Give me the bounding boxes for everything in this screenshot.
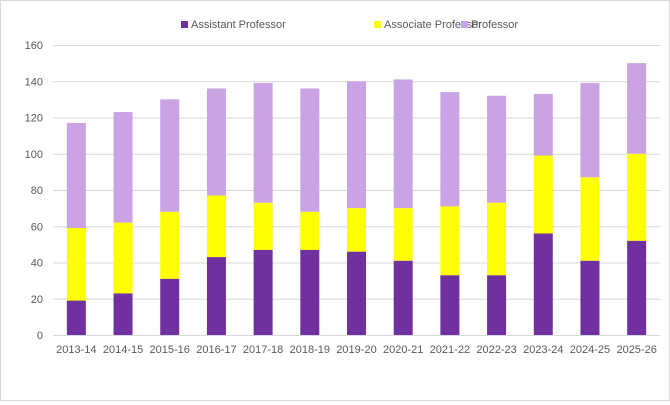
bar-segment-associate-professor	[487, 202, 507, 276]
y-tick-label: 100	[25, 149, 43, 161]
x-tick-label: 2017-18	[243, 344, 283, 356]
y-tick-label: 160	[25, 40, 43, 52]
bar-segment-assistant-professor	[487, 275, 507, 335]
y-tick-label: 140	[25, 76, 43, 88]
bar-segment-associate-professor	[206, 195, 226, 258]
bar-segment-professor	[66, 122, 86, 229]
bar-segment-professor	[160, 99, 180, 212]
bar-segment-associate-professor	[533, 155, 553, 234]
bar-segment-associate-professor	[300, 211, 320, 250]
legend-swatch	[181, 21, 188, 28]
x-tick-label: 2021-22	[430, 344, 470, 356]
bar-segment-professor	[580, 83, 600, 178]
bar-segment-associate-professor	[347, 208, 366, 252]
bar-segment-associate-professor	[253, 202, 273, 250]
bar-segment-assistant-professor	[300, 249, 320, 335]
x-tick-label: 2023-24	[523, 344, 563, 356]
x-tick-label: 2015-16	[150, 344, 190, 356]
bar-segment-professor	[113, 112, 133, 223]
legend-label: Professor	[471, 19, 518, 31]
legend-swatch	[374, 21, 381, 28]
x-tick-label: 2022-23	[476, 344, 516, 356]
y-tick-label: 60	[31, 221, 43, 233]
y-tick-label: 0	[37, 330, 43, 342]
bar-segment-professor	[347, 81, 366, 209]
bar-segment-assistant-professor	[393, 260, 413, 335]
y-tick-label: 40	[31, 258, 43, 270]
x-tick-label: 2014-15	[103, 344, 143, 356]
x-tick-label: 2018-19	[290, 344, 330, 356]
bar-segment-assistant-professor	[347, 251, 366, 335]
bar-segment-professor	[300, 88, 320, 212]
bar-segment-associate-professor	[627, 153, 647, 241]
bar-segment-professor	[533, 93, 553, 156]
x-tick-label: 2016-17	[196, 344, 236, 356]
bar-segment-associate-professor	[580, 177, 600, 261]
bar-segment-associate-professor	[440, 206, 460, 276]
x-tick-label: 2025-26	[616, 344, 656, 356]
bar-segment-associate-professor	[66, 228, 86, 301]
bar-segment-associate-professor	[160, 211, 180, 279]
legend-label: Associate Professor	[384, 19, 482, 31]
bar-segment-assistant-professor	[160, 278, 180, 335]
bar-segment-associate-professor	[113, 222, 133, 294]
bar-segment-assistant-professor	[113, 293, 133, 335]
bar-segment-assistant-professor	[533, 233, 553, 335]
y-tick-label: 80	[31, 185, 43, 197]
bar-segment-professor	[627, 63, 647, 154]
bar-segment-professor	[253, 83, 273, 203]
x-tick-label: 2013-14	[56, 344, 96, 356]
x-tick-label: 2019-20	[336, 344, 376, 356]
bar-segment-assistant-professor	[253, 249, 273, 335]
y-tick-label: 120	[25, 113, 43, 125]
bar-segment-associate-professor	[393, 208, 413, 261]
x-tick-label: 2020-21	[383, 344, 423, 356]
y-tick-label: 20	[31, 294, 43, 306]
legend-swatch	[461, 21, 468, 28]
bar-segment-assistant-professor	[580, 260, 600, 335]
bar-segment-assistant-professor	[440, 275, 460, 335]
bar-segment-professor	[487, 95, 507, 203]
bar-segment-assistant-professor	[206, 257, 226, 335]
bar-segment-professor	[440, 92, 460, 207]
bar-segment-professor	[206, 88, 226, 196]
x-tick-label: 2024-25	[570, 344, 610, 356]
bar-segment-assistant-professor	[66, 300, 86, 335]
bar-segment-professor	[393, 79, 413, 209]
legend-label: Assistant Professor	[191, 19, 286, 31]
bar-segment-assistant-professor	[627, 240, 647, 335]
